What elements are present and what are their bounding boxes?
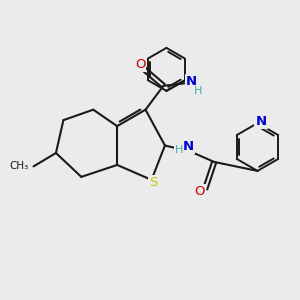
Text: H: H xyxy=(194,86,202,96)
Text: N: N xyxy=(256,115,267,128)
Text: H: H xyxy=(175,145,183,155)
Text: CH₃: CH₃ xyxy=(10,161,29,171)
Text: O: O xyxy=(195,185,205,198)
Text: O: O xyxy=(135,58,146,71)
Text: S: S xyxy=(149,176,157,189)
Text: N: N xyxy=(186,75,197,88)
Text: N: N xyxy=(182,140,194,153)
